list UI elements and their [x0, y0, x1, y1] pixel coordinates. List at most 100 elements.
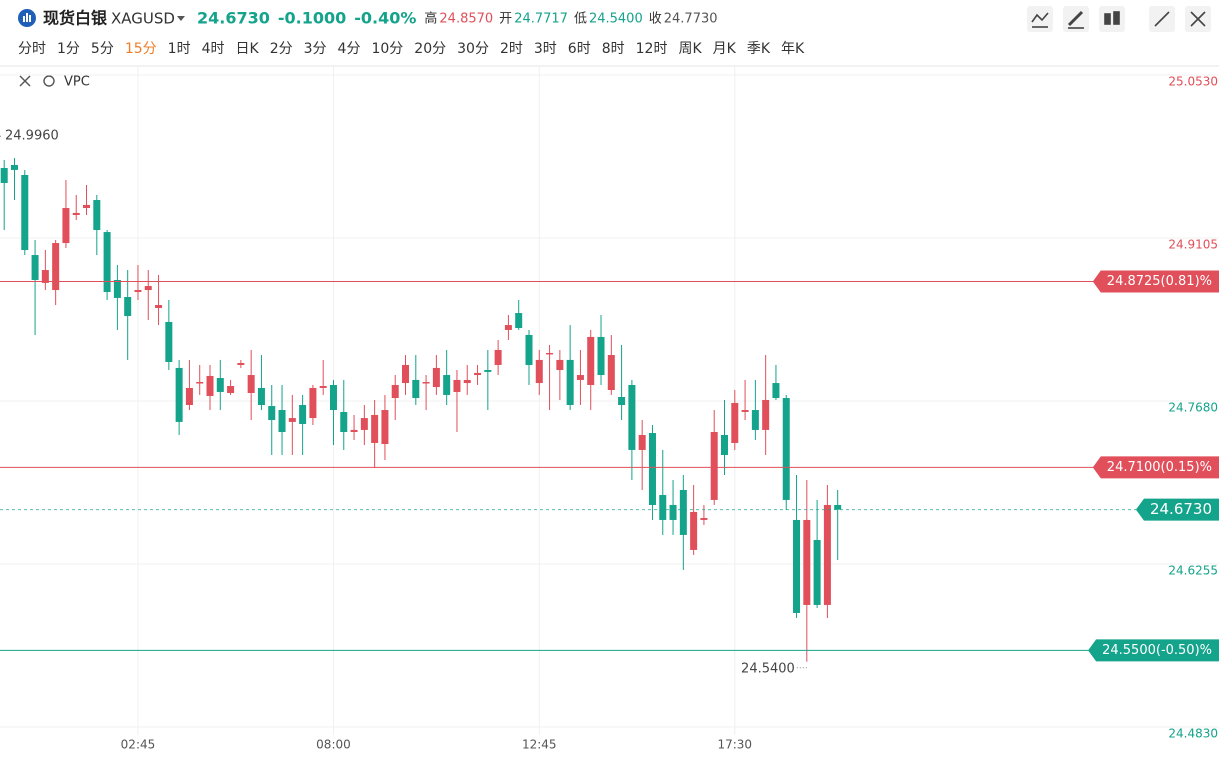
period-button[interactable]: 4时 — [202, 41, 225, 57]
candle-body — [155, 305, 163, 309]
period-button[interactable]: 6时 — [568, 41, 591, 57]
candle-body — [494, 349, 502, 365]
close-indicator — [19, 75, 31, 87]
header-text: 现货白银 — [43, 9, 108, 28]
icon-button[interactable] — [1099, 6, 1125, 32]
price-tag-box — [1092, 270, 1219, 293]
candle-body — [731, 402, 739, 443]
period-button[interactable]: 12时 — [636, 41, 668, 57]
period-button[interactable]: 日K — [236, 41, 260, 57]
header-text: -0.1000 — [278, 9, 346, 28]
x-tick-label: 02:45 — [121, 738, 156, 752]
annotation-label: 24.5400 — [741, 661, 795, 676]
icon — [1113, 11, 1120, 25]
candle-body — [340, 411, 348, 432]
candle-body — [679, 489, 687, 535]
price-tag-label: 24.5500(-0.50)% — [1102, 643, 1212, 658]
candle-body — [391, 384, 399, 399]
period-button[interactable]: 10分 — [371, 41, 403, 57]
candle-body — [474, 372, 482, 376]
candle-body — [83, 204, 91, 209]
candle-body — [782, 398, 790, 500]
y-tick-label: 24.7680 — [1168, 401, 1218, 415]
period-button[interactable]: 5分 — [91, 41, 114, 57]
header-text: 24.8570 — [439, 12, 493, 27]
candle-body — [504, 325, 512, 330]
candle-body — [834, 504, 842, 510]
candle-body — [525, 334, 533, 365]
indicator-label: VPC — [64, 75, 90, 90]
candle-body — [165, 321, 173, 362]
candle-body — [381, 410, 389, 445]
icon — [26, 13, 28, 22]
header-text: 开 — [499, 12, 512, 27]
price-tag-label: 24.6730 — [1150, 500, 1212, 518]
price-tag-label: 24.8725(0.81)% — [1107, 274, 1212, 289]
candle-body — [124, 297, 132, 317]
candle-body — [299, 405, 307, 424]
settings-icon[interactable] — [43, 75, 55, 87]
candle-body — [113, 279, 121, 298]
icon — [1031, 12, 1049, 23]
period-button[interactable]: 4分 — [338, 41, 361, 57]
y-tick-label: 24.6255 — [1168, 564, 1218, 578]
period-button[interactable]: 15分 — [125, 41, 157, 57]
candle-body — [134, 290, 142, 292]
period-button[interactable]: 1时 — [168, 41, 191, 57]
candle-body — [257, 387, 265, 406]
period-button[interactable]: 3时 — [534, 41, 557, 57]
candle-body — [62, 208, 70, 244]
candle-body — [350, 429, 358, 432]
candle-body — [0, 167, 8, 183]
candle-body — [648, 433, 656, 505]
candle-body — [237, 363, 245, 365]
candle-body — [638, 434, 646, 450]
candle-body — [751, 410, 759, 430]
candle-body — [52, 243, 60, 291]
candle-body — [21, 174, 29, 251]
period-button[interactable]: 20分 — [414, 41, 446, 57]
candle-body — [793, 519, 801, 613]
header-text: 24.6730 — [197, 9, 270, 28]
candle-body — [597, 336, 605, 376]
period-button[interactable]: 周K — [678, 41, 702, 57]
period-button[interactable]: 季K — [747, 41, 771, 57]
price-tag: 24.5500(-0.50)% — [1088, 639, 1219, 662]
candle-body — [463, 379, 471, 384]
candle-body — [422, 382, 430, 384]
period-button[interactable]: 2时 — [500, 41, 523, 57]
candle-body — [659, 495, 667, 520]
period-button[interactable]: 3分 — [304, 41, 327, 57]
candle-body — [628, 384, 636, 450]
period-button[interactable]: 1分 — [57, 41, 80, 57]
candle-body — [227, 386, 235, 393]
candle-body — [309, 387, 317, 419]
x-tick-label: 17:30 — [717, 738, 752, 752]
candle-body — [103, 232, 111, 292]
icon — [1067, 10, 1084, 27]
header-text: XAGUSD — [111, 10, 175, 28]
period-button[interactable]: 年K — [781, 41, 805, 57]
price-tag: 24.7100(0.15)% — [1092, 456, 1219, 479]
price-tag: 24.6730 — [1135, 498, 1219, 521]
header-text: 高 — [424, 11, 437, 27]
candle-body — [196, 382, 204, 384]
candle-body — [587, 336, 595, 385]
period-button[interactable]: 2分 — [270, 41, 293, 57]
candle-body — [669, 504, 677, 520]
period-button[interactable]: 月K — [713, 41, 737, 57]
price-tag-box — [1088, 639, 1219, 662]
period-button[interactable]: 分时 — [18, 41, 46, 57]
candle-body — [813, 539, 821, 605]
candle-body — [443, 375, 451, 395]
icon — [1190, 11, 1206, 27]
period-button[interactable]: 30分 — [457, 41, 489, 57]
dropdown-arrow[interactable] — [176, 16, 185, 21]
candle-body — [216, 378, 224, 392]
candle-body — [803, 519, 811, 605]
candle-body — [319, 386, 327, 388]
price-tag-box — [1092, 456, 1219, 479]
candle-body — [556, 359, 564, 371]
period-button[interactable]: 8时 — [602, 41, 625, 57]
